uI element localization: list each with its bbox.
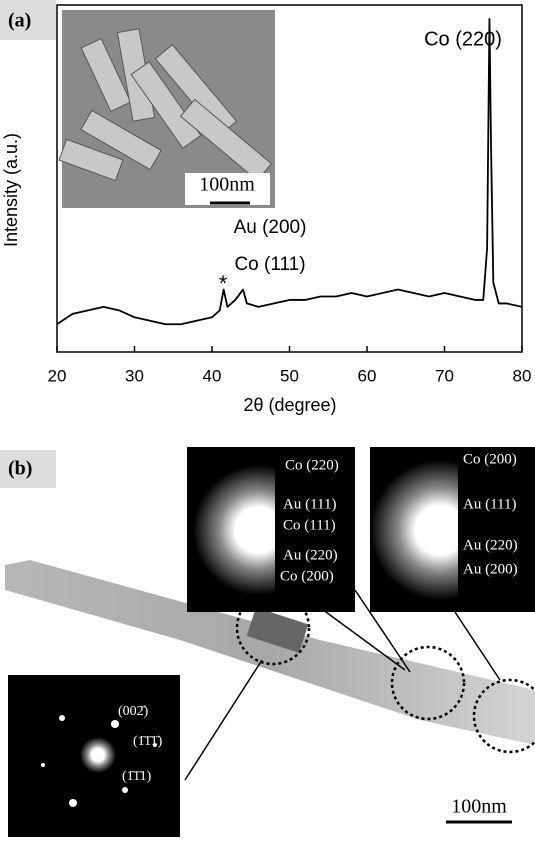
annotation: Co (220)	[424, 28, 502, 50]
label-bg	[0, 0, 56, 40]
sem-inset	[58, 10, 275, 208]
x-tick-label: 80	[513, 366, 532, 385]
y-axis-label: Intensity (a.u.)	[1, 133, 21, 247]
saed-labels: Co (220) Au (111) Co (111) Au (220) Co (…	[118, 451, 518, 784]
saed-label: Au (111)	[463, 496, 516, 512]
plot: 20 30 40 50 60 70 80 Co (220) Au (200) Co (111) *	[48, 17, 532, 385]
panel-label: (b)	[8, 458, 32, 480]
annotation: Co (111)	[234, 254, 305, 275]
tem-panel	[0, 447, 535, 837]
saed-label: Au (111)	[283, 496, 336, 512]
x-tick-label: 60	[358, 366, 377, 385]
x-tick-label: 70	[435, 366, 454, 385]
scale-label: 100nm	[451, 796, 507, 818]
saed-label: (1̄1̄1̄)	[133, 734, 163, 749]
annotation: Au (200)	[234, 217, 307, 238]
saed-label: Au (200)	[463, 561, 518, 577]
panel-label: (a)	[8, 10, 31, 32]
inset-scale: 100nm	[199, 174, 255, 196]
data-line	[56, 17, 523, 326]
saed-label: Au (220)	[283, 547, 338, 563]
saed-label: Co (111)	[283, 517, 336, 533]
saed-label: Co (200)	[463, 451, 517, 467]
saed-label: (002̄)	[118, 704, 149, 719]
x-tick-label: 30	[125, 366, 144, 385]
annotation: *	[219, 271, 228, 296]
x-tick-label: 20	[48, 366, 67, 385]
saed-label: Au (220)	[463, 537, 518, 553]
saed-label: Co (200)	[280, 568, 334, 584]
x-tick-label: 50	[280, 366, 299, 385]
saed-label: (1̄1̄1)	[122, 769, 152, 784]
saed-label: Co (220)	[285, 457, 339, 473]
x-tick-label: 40	[203, 366, 222, 385]
x-axis-label: 2θ (degree)	[243, 395, 336, 415]
